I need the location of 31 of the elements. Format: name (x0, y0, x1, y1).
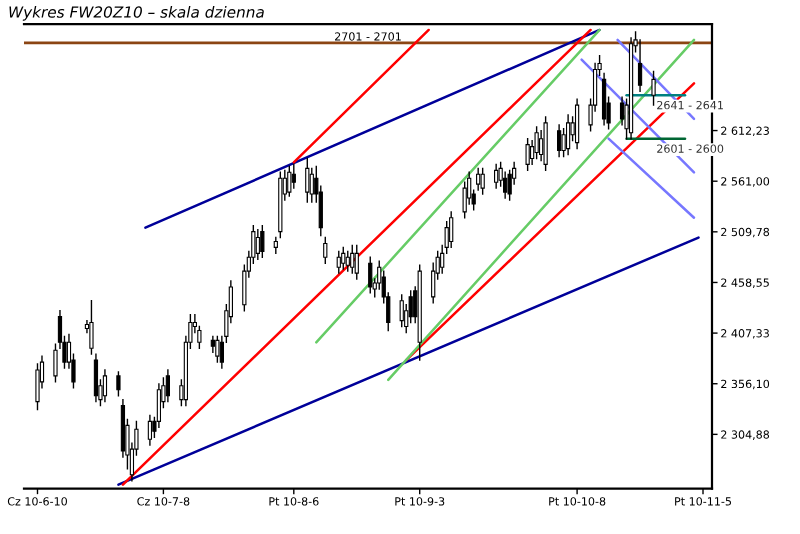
candlestick (494, 163, 499, 189)
candlestick (35, 363, 40, 411)
candlestick (556, 124, 562, 158)
candlestick (534, 126, 539, 160)
candlestick (291, 163, 296, 189)
candlestick (538, 130, 544, 162)
candlestick (323, 236, 328, 264)
candlestick (116, 371, 121, 397)
candlestick (525, 137, 530, 172)
candlestick (368, 256, 373, 294)
candlestick (507, 169, 512, 201)
candlestick (354, 244, 359, 280)
candlestick (260, 224, 265, 259)
candlestick (449, 211, 454, 249)
candlestick (305, 157, 310, 203)
candlestick (336, 250, 341, 274)
candlestick (574, 98, 580, 150)
candlestick (102, 369, 108, 403)
candlestick (480, 167, 485, 195)
candlestick (341, 246, 346, 270)
candlestick (345, 250, 350, 272)
candlestick (165, 369, 171, 403)
candlestick (399, 294, 404, 328)
candlestick (255, 228, 260, 260)
candlestick (350, 244, 355, 274)
candlestick (147, 414, 153, 446)
candlestick (215, 335, 220, 363)
candlestick (287, 165, 292, 197)
candlestick (543, 116, 548, 172)
candlestick (565, 114, 571, 156)
candlestick (637, 39, 643, 92)
